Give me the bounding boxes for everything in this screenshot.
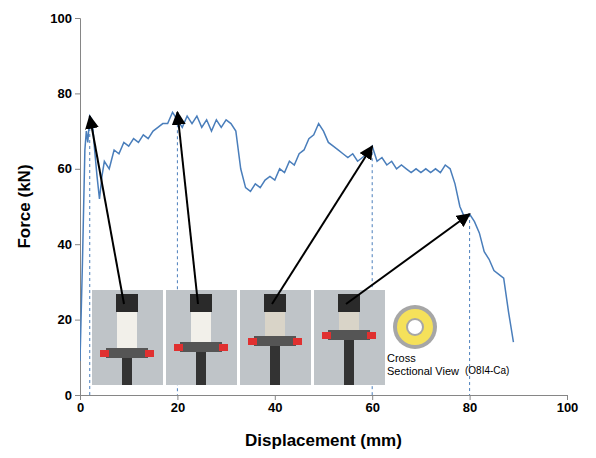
arrow <box>272 146 372 304</box>
tick-mark <box>75 395 80 396</box>
tick-label: 40 <box>268 400 282 415</box>
tick: 80 <box>463 395 477 415</box>
tick-mark <box>75 169 80 170</box>
tick-mark <box>75 93 80 94</box>
photo <box>166 290 237 385</box>
tick-label: 0 <box>65 388 72 403</box>
photo-part <box>196 352 206 385</box>
photo-bg <box>92 290 163 385</box>
photo <box>314 290 385 385</box>
tick: 60 <box>58 161 80 176</box>
axis-line <box>75 19 81 396</box>
arrow <box>177 112 198 304</box>
photo-bg <box>166 290 237 385</box>
photo-part <box>322 332 331 339</box>
photo-part <box>265 312 285 336</box>
arrow <box>346 214 470 304</box>
tick: 40 <box>58 237 80 252</box>
tick: 60 <box>365 395 379 415</box>
photo-part <box>106 348 148 358</box>
photo-part <box>191 312 211 342</box>
tick-label: 100 <box>50 11 72 26</box>
annotation: CrossSectional View <box>387 352 459 377</box>
tick: 100 <box>50 11 80 26</box>
photo-part <box>254 336 296 346</box>
photo-part <box>270 346 280 385</box>
photo-part <box>180 342 222 352</box>
annotation: (O8I4-Ca) <box>465 365 509 376</box>
photo-part <box>100 350 109 357</box>
photo-bg <box>314 290 385 385</box>
y-axis: 0 20 40 60 80 100 <box>50 11 80 403</box>
photo-part <box>328 330 370 340</box>
arrow <box>90 116 124 304</box>
photo-part <box>174 344 183 351</box>
photo-bg <box>240 290 311 385</box>
guide-line <box>89 116 90 395</box>
hole <box>408 320 422 334</box>
tick: 20 <box>171 395 185 415</box>
tick-mark <box>75 320 80 321</box>
tick-mark <box>75 18 80 19</box>
photo-part <box>339 312 359 330</box>
photo-part <box>219 344 228 351</box>
photo-part <box>293 338 302 345</box>
tick: 0 <box>77 395 84 415</box>
outer-ring <box>393 305 437 349</box>
photos <box>92 290 385 385</box>
photo-part <box>248 338 257 345</box>
core-ring <box>397 309 433 345</box>
tick-label: 60 <box>365 400 379 415</box>
inner-ring <box>406 318 424 336</box>
axis-line <box>81 396 568 401</box>
tick-label: 20 <box>171 400 185 415</box>
chart: 0 20 40 60 80 100 0 20 40 60 80 100 CrossSectional V… <box>0 0 596 458</box>
tick: 100 <box>557 395 579 415</box>
photo <box>240 290 311 385</box>
tick-label: 80 <box>58 86 72 101</box>
tick: 40 <box>268 395 282 415</box>
photo-part <box>190 294 212 312</box>
photo <box>92 290 163 385</box>
photo-part <box>122 358 132 385</box>
cross-section-icon <box>393 305 437 349</box>
photo-part <box>117 312 137 348</box>
photo-part <box>344 340 354 385</box>
y-axis-title: Force (kN) <box>15 164 34 248</box>
x-axis: 0 20 40 60 80 100 <box>77 395 578 415</box>
tick-label: 100 <box>557 400 579 415</box>
tick: 80 <box>58 86 80 101</box>
photo-part <box>264 294 286 312</box>
plot: 0 20 40 60 80 100 0 20 40 60 80 100 CrossSectional V… <box>50 11 578 416</box>
photo-part <box>145 350 154 357</box>
tick: 0 <box>65 388 80 403</box>
tick-mark <box>75 244 80 245</box>
tick-label: 60 <box>58 161 72 176</box>
tick-label: 0 <box>77 400 84 415</box>
photo-part <box>367 332 376 339</box>
tick-label: 40 <box>58 237 72 252</box>
photo-part <box>116 294 138 312</box>
x-axis-title: Displacement (mm) <box>245 431 402 450</box>
tick-label: 80 <box>463 400 477 415</box>
marks <box>80 112 513 395</box>
tick-label: 20 <box>58 312 72 327</box>
tick: 20 <box>58 312 80 327</box>
